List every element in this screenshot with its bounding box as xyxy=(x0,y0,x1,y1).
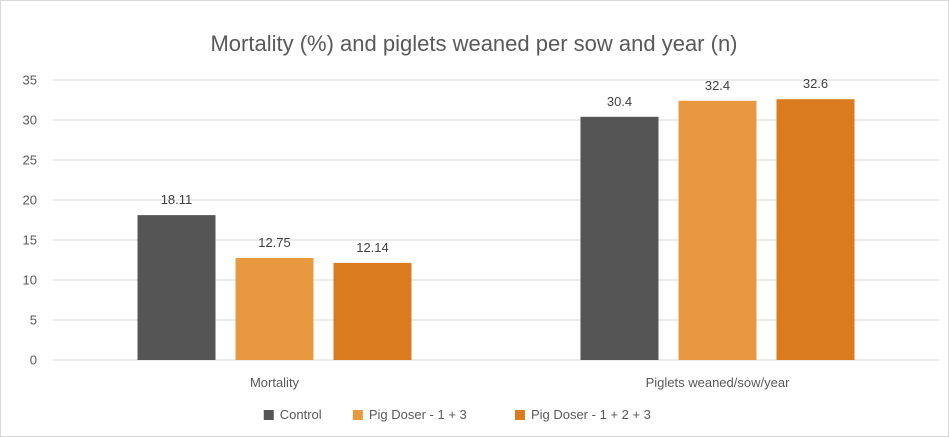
y-tick-label: 10 xyxy=(23,273,37,288)
legend-label: Pig Doser - 1 + 2 + 3 xyxy=(531,407,651,422)
y-axis-ticks: 0 5 10 15 20 25 30 35 xyxy=(23,73,37,368)
bar xyxy=(678,100,757,361)
data-labels: 18.11 12.75 12.14 30.4 32.4 32.6 xyxy=(161,76,828,255)
bar xyxy=(235,258,314,360)
data-label: 12.14 xyxy=(356,240,389,255)
bars xyxy=(137,99,855,361)
y-tick-label: 25 xyxy=(23,153,37,168)
data-label: 32.6 xyxy=(803,76,828,91)
legend-label: Pig Doser - 1 + 3 xyxy=(369,407,467,422)
y-tick-label: 5 xyxy=(30,313,37,328)
legend-swatch xyxy=(514,410,525,420)
legend-swatch xyxy=(352,410,363,420)
x-axis-categories: Mortality Piglets weaned/sow/year xyxy=(250,375,790,390)
bar xyxy=(333,262,412,360)
data-label: 32.4 xyxy=(705,78,730,93)
data-label: 12.75 xyxy=(258,235,291,250)
bar xyxy=(776,99,855,360)
chart-title: Mortality (%) and piglets weaned per sow… xyxy=(210,31,737,56)
y-tick-label: 15 xyxy=(23,233,37,248)
y-tick-label: 30 xyxy=(23,113,37,128)
y-tick-label: 35 xyxy=(23,73,37,88)
x-category-label: Mortality xyxy=(250,375,300,390)
x-category-label: Piglets weaned/sow/year xyxy=(646,375,790,390)
legend-swatch xyxy=(263,410,274,420)
bar xyxy=(580,116,659,360)
bar xyxy=(137,215,216,360)
legend: Control Pig Doser - 1 + 3 Pig Doser - 1 + … xyxy=(263,407,651,422)
data-label: 18.11 xyxy=(161,192,193,207)
y-tick-label: 0 xyxy=(30,353,37,368)
legend-label: Control xyxy=(280,407,322,422)
data-label: 30.4 xyxy=(607,94,632,109)
y-tick-label: 20 xyxy=(23,193,37,208)
